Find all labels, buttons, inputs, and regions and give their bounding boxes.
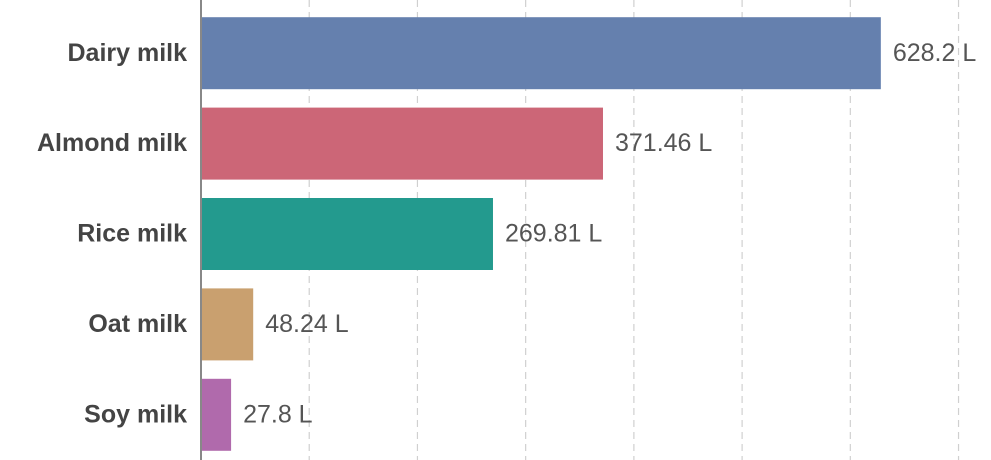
value-label: 27.8 L [243,400,313,428]
category-label: Soy milk [84,400,187,428]
bar [201,288,254,361]
category-label: Almond milk [37,129,187,157]
bar [201,378,232,451]
value-label: 269.81 L [505,220,602,248]
value-label: 371.46 L [615,129,712,157]
category-label: Rice milk [77,220,187,248]
bar [201,17,881,90]
value-label: 628.2 L [893,39,977,67]
value-label: 48.24 L [265,310,349,338]
category-label: Dairy milk [67,39,187,67]
bar [201,198,493,270]
bar [201,107,603,180]
category-label: Oat milk [88,310,187,338]
